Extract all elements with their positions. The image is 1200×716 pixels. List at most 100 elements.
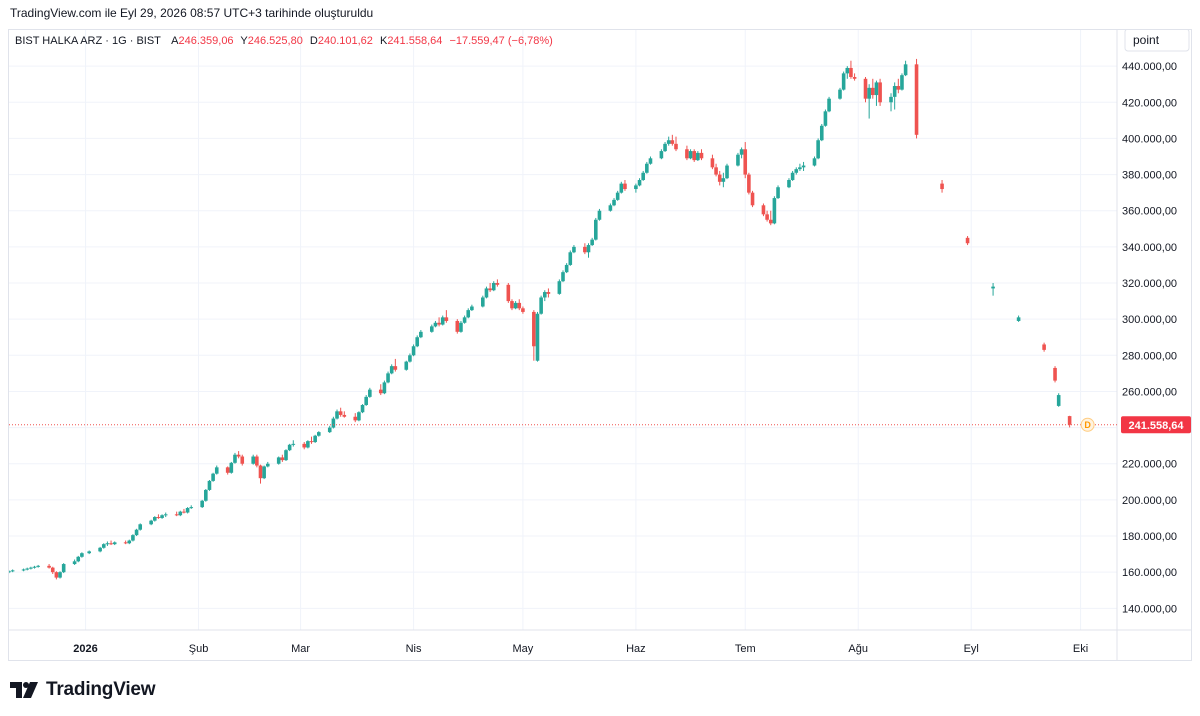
candle (991, 283, 995, 296)
candle (429, 324, 434, 333)
candle (819, 123, 824, 142)
x-tick-label: Mar (291, 643, 310, 655)
candle-body (258, 465, 263, 479)
candle (287, 443, 292, 452)
tradingview-logo[interactable]: TradingView (10, 679, 156, 701)
candle-body (794, 169, 799, 173)
candle (200, 499, 204, 509)
candle-body (761, 205, 766, 215)
candle-body (72, 561, 77, 565)
candle (666, 136, 671, 146)
candle-body (313, 435, 317, 443)
candle (798, 163, 802, 171)
candle (408, 353, 412, 363)
candle-body (699, 152, 704, 159)
candle-body (87, 551, 91, 554)
candle-body (542, 292, 547, 298)
candle-body (437, 322, 441, 325)
candle (1053, 366, 1057, 383)
candle (72, 559, 77, 565)
candle-body (61, 564, 66, 573)
dividend-marker[interactable]: D (1080, 417, 1095, 432)
candle-body (666, 140, 671, 144)
candle-body (710, 158, 715, 168)
candle (896, 78, 901, 94)
candle-body (849, 67, 853, 77)
candle-body (109, 543, 113, 545)
candle (1067, 415, 1072, 428)
candle (291, 440, 296, 447)
candle (892, 82, 897, 110)
candle (149, 519, 153, 526)
y-tick-label: 400.000,00 (1122, 133, 1177, 145)
candle (47, 564, 51, 569)
candle (306, 440, 310, 449)
candle-body (819, 125, 824, 141)
candle (874, 80, 879, 106)
candle-body (772, 198, 777, 224)
candle (353, 413, 358, 423)
candle (342, 411, 347, 418)
candle (393, 358, 398, 372)
candle-body (619, 183, 624, 193)
candle-body (459, 322, 463, 332)
legend-low-label: D (310, 35, 318, 47)
candle (156, 514, 161, 519)
candle (590, 237, 594, 246)
candle (437, 317, 441, 327)
candle (491, 281, 496, 292)
candle (182, 508, 186, 514)
candle-body (634, 185, 638, 190)
candle-body (357, 412, 361, 421)
x-tick-label: Eki (1073, 643, 1088, 655)
candle (386, 371, 390, 384)
x-tick-label: Şub (189, 643, 209, 655)
candle (368, 387, 372, 398)
candle-body (495, 283, 500, 285)
chart-frame[interactable]: D 140.000,00 160.000,00 180.000,00 200.000,… (8, 29, 1192, 661)
candle (466, 308, 471, 319)
candle-body (29, 567, 33, 569)
candle-body (645, 163, 649, 173)
candle-body (863, 78, 868, 99)
candle (849, 60, 853, 79)
candle (812, 156, 817, 167)
candle (510, 299, 514, 311)
candle-body (280, 457, 285, 461)
scale-mode-button[interactable]: point (1124, 30, 1190, 52)
candle (747, 172, 751, 195)
candle (903, 60, 908, 77)
candle-body (389, 366, 394, 374)
candle-body (98, 547, 102, 552)
legend-close-value: 241.558,64 (387, 35, 442, 47)
candlestick-chart[interactable]: D 140.000,00 160.000,00 180.000,00 200.000,… (9, 30, 1191, 660)
candle-body (408, 355, 412, 362)
candles (9, 58, 1072, 580)
candle (564, 263, 569, 274)
candle (772, 196, 777, 225)
candle-body (444, 317, 449, 321)
candle (699, 149, 704, 161)
candle (750, 190, 755, 208)
time-scale[interactable]: 2026 Şub Mar Nis May Haz Tem Ağu Eyl Eki (73, 643, 1088, 655)
candle (674, 136, 678, 152)
candle (440, 315, 445, 326)
candle-body (900, 75, 904, 90)
candle-body (229, 462, 234, 473)
candle-body (481, 297, 485, 307)
price-scale[interactable]: 140.000,00 160.000,00 180.000,00 200.000,00… (1122, 61, 1177, 615)
candle (207, 480, 212, 491)
candle (109, 540, 113, 546)
candle (823, 109, 828, 127)
candle-body (331, 418, 336, 428)
candle-body (903, 64, 908, 76)
candle-body (419, 331, 423, 338)
candle (710, 154, 715, 170)
x-tick-label: Haz (626, 643, 646, 655)
y-tick-label: 160.000,00 (1122, 567, 1177, 579)
candle-body (641, 172, 645, 180)
candle (1016, 315, 1021, 322)
candle (572, 245, 576, 254)
candle-body (291, 443, 296, 445)
candle (542, 290, 547, 302)
